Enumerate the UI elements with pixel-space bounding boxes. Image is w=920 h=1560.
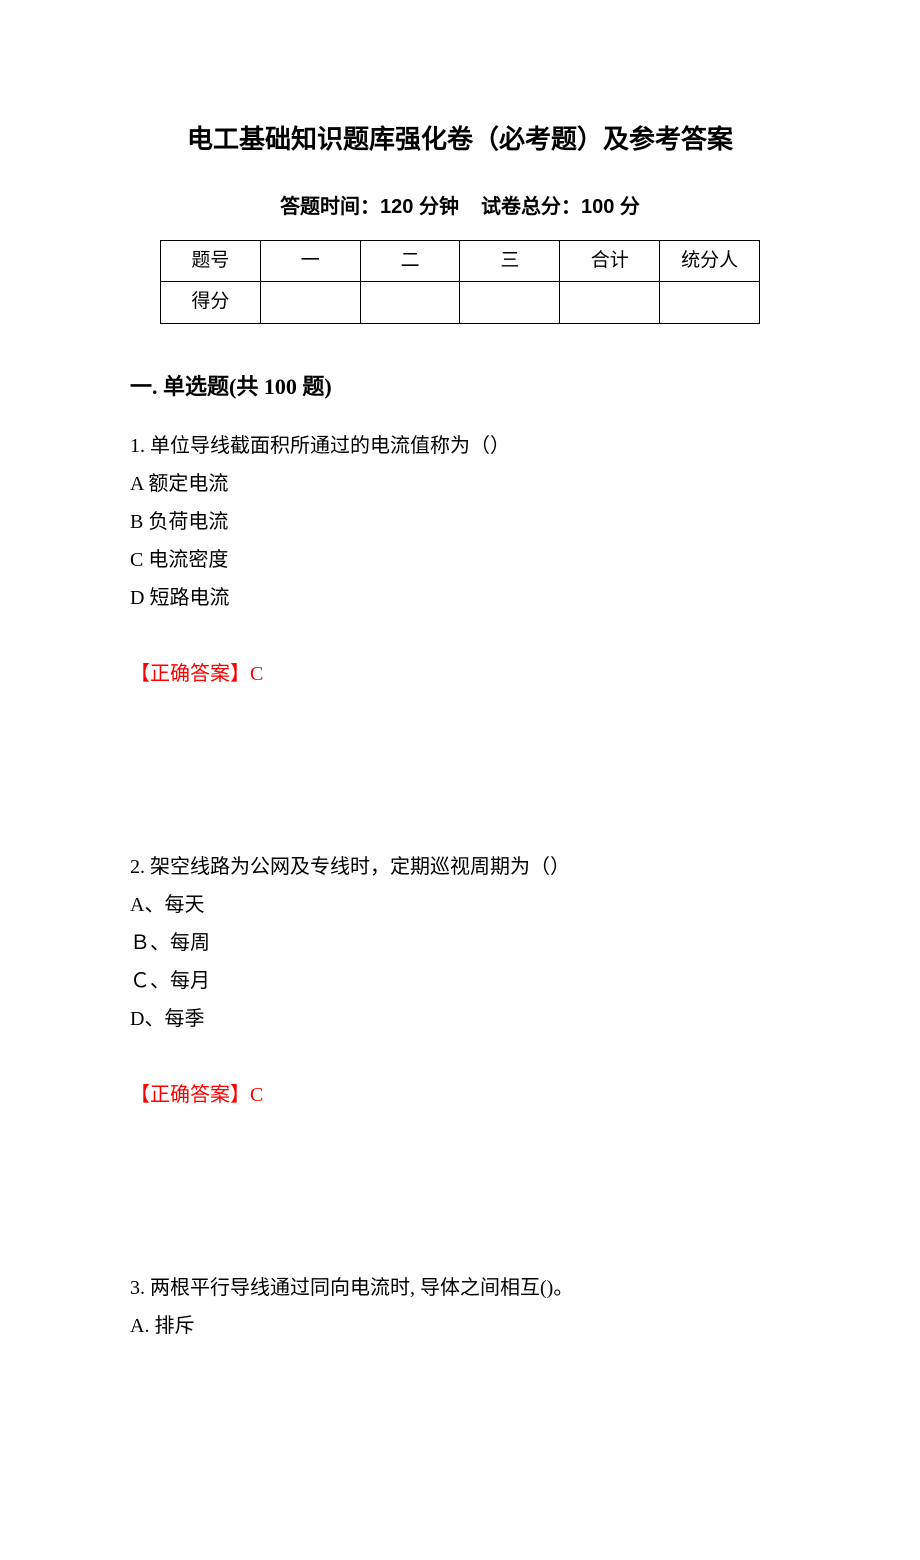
question-option: A 额定电流 (130, 465, 790, 503)
section-heading: 一. 单选题(共 100 题) (130, 366, 790, 408)
question-option: A、每天 (130, 886, 790, 924)
score-table: 题号 一 二 三 合计 统分人 得分 (160, 240, 760, 323)
table-cell (360, 282, 460, 323)
table-header: 三 (460, 241, 560, 282)
question-option: Ｂ、每周 (130, 924, 790, 962)
question-option: B 负荷电流 (130, 503, 790, 541)
table-cell (560, 282, 660, 323)
question-option: D 短路电流 (130, 579, 790, 617)
question-block: 1. 单位导线截面积所通过的电流值称为（） A 额定电流 B 负荷电流 C 电流… (130, 427, 790, 693)
table-cell (660, 282, 760, 323)
question-option: A. 排斥 (130, 1307, 790, 1345)
table-cell (460, 282, 560, 323)
answer-label: 【正确答案】C (130, 655, 790, 693)
time-label: 答题时间：120 分钟 (280, 196, 459, 218)
table-header: 题号 (161, 241, 261, 282)
question-block: 2. 架空线路为公网及专线时，定期巡视周期为（） A、每天 Ｂ、每周 Ｃ、每月 … (130, 848, 790, 1114)
table-cell (260, 282, 360, 323)
question-stem: 2. 架空线路为公网及专线时，定期巡视周期为（） (130, 848, 790, 886)
question-option: C 电流密度 (130, 541, 790, 579)
document-title: 电工基础知识题库强化卷（必考题）及参考答案 (130, 115, 790, 164)
table-header: 二 (360, 241, 460, 282)
document-subtitle: 答题时间：120 分钟试卷总分：100 分 (130, 188, 790, 226)
score-label: 试卷总分：100 分 (481, 196, 640, 218)
question-option: Ｃ、每月 (130, 962, 790, 1000)
table-cell: 得分 (161, 282, 261, 323)
table-row: 得分 (161, 282, 760, 323)
table-header: 合计 (560, 241, 660, 282)
table-header: 统分人 (660, 241, 760, 282)
table-header: 一 (260, 241, 360, 282)
table-row: 题号 一 二 三 合计 统分人 (161, 241, 760, 282)
answer-label: 【正确答案】C (130, 1076, 790, 1114)
question-stem: 1. 单位导线截面积所通过的电流值称为（） (130, 427, 790, 465)
question-block: 3. 两根平行导线通过同向电流时, 导体之间相互()。 A. 排斥 (130, 1269, 790, 1345)
question-option: D、每季 (130, 1000, 790, 1038)
